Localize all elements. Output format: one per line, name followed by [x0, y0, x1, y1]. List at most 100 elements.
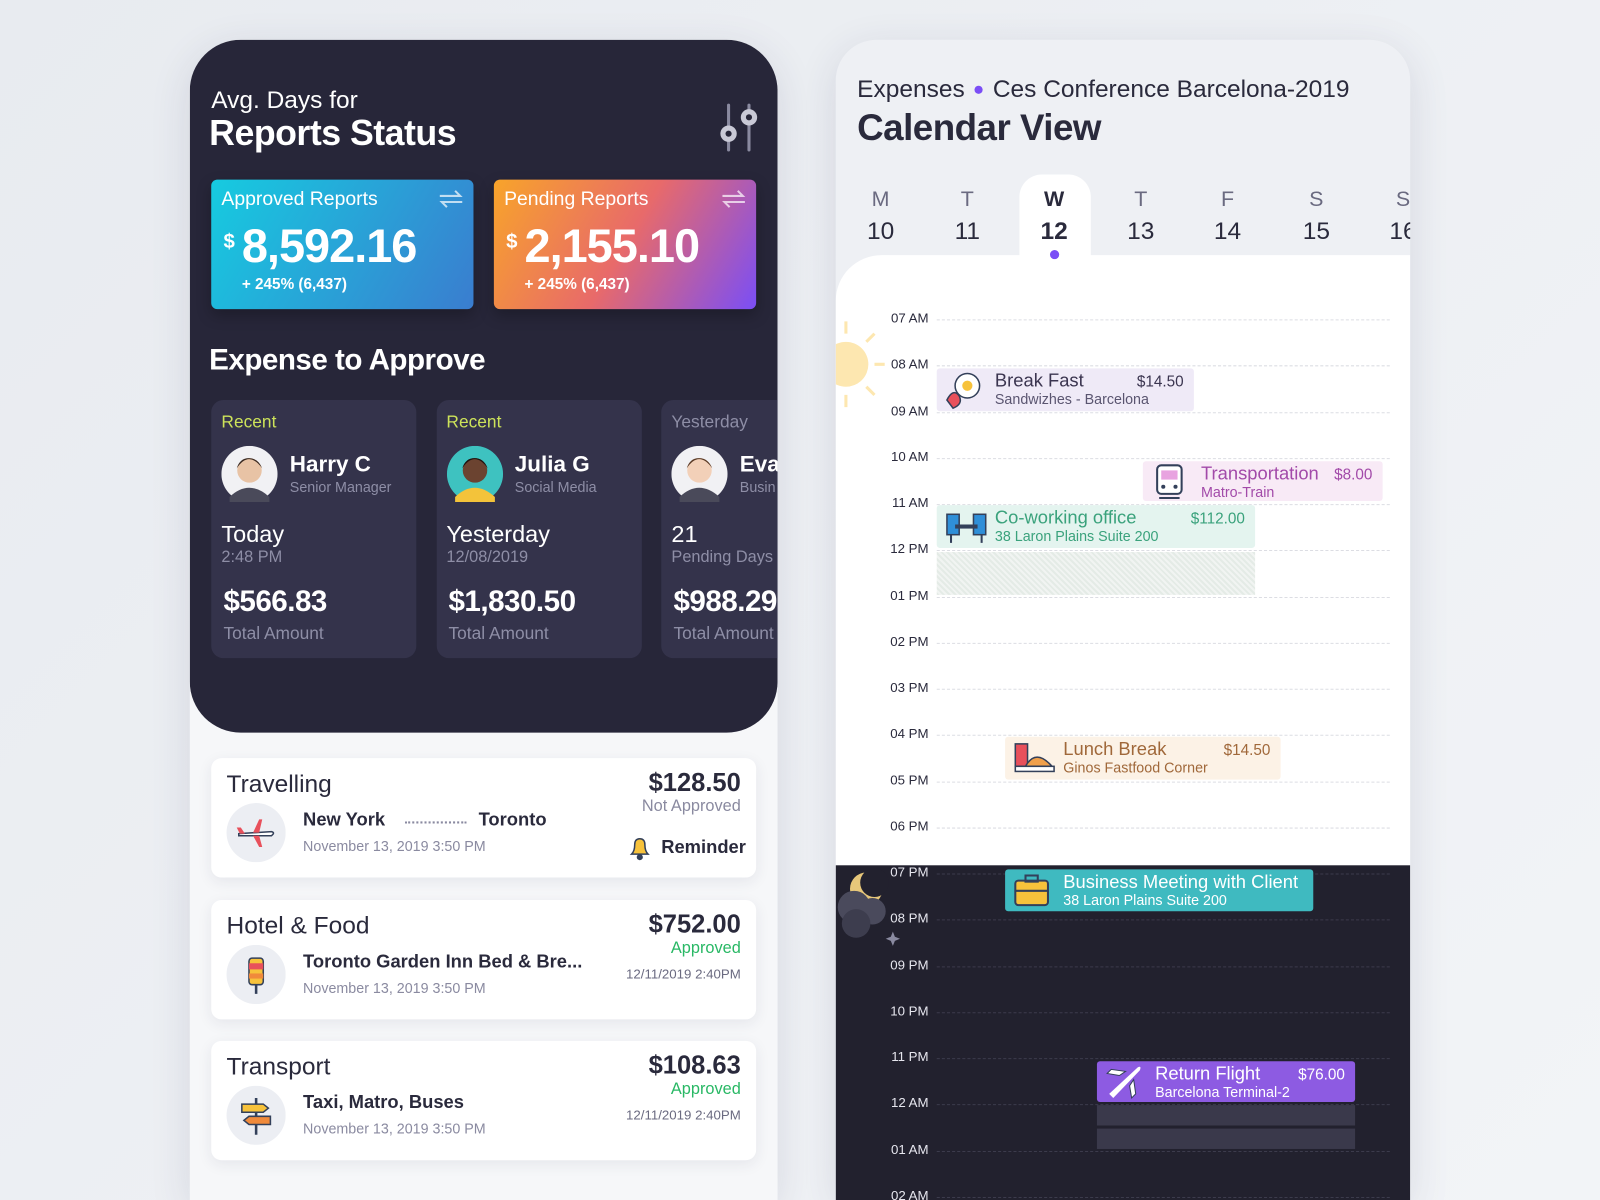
- summary-label: Pending Reports: [504, 188, 649, 211]
- approval-detail: 2:48 PM: [221, 548, 283, 567]
- day-date[interactable]: 12: [1040, 217, 1068, 245]
- approval-role: Senior Manager: [289, 478, 392, 495]
- expense-status-date: 12/11/2019 2:40PM: [626, 965, 741, 982]
- hour-line: [936, 1104, 1390, 1106]
- event-icon: [1011, 738, 1058, 779]
- expense-category: Transport: [226, 1053, 331, 1081]
- hour-line: [936, 1196, 1390, 1198]
- event-title: Return Flight: [1155, 1063, 1261, 1084]
- hour-line: [936, 365, 1390, 367]
- summary-amount: 2,155.10: [524, 219, 700, 273]
- avatar: [446, 445, 503, 503]
- approval-amount-label: Total Amount: [448, 623, 549, 643]
- event-icon: [1103, 1061, 1150, 1102]
- expense-card[interactable]: Transport Taxi, Matro, Buses November 13, …: [211, 1040, 757, 1161]
- hour-label: 11 AM: [891, 494, 929, 511]
- approval-card[interactable]: Recent Julia G Social Media Yesterday 12/08/…: [436, 399, 642, 659]
- event-subtitle: Sandwizhes - Barcelona: [994, 390, 1149, 408]
- calendar-event[interactable]: Business Meeting with Client 38 Laron Pla…: [1005, 869, 1314, 912]
- event-subtitle: Ginos Fastfood Corner: [1063, 759, 1208, 776]
- hour-label: 12 PM: [890, 541, 929, 557]
- approval-when: 21: [671, 520, 698, 547]
- summary-label: Approved Reports: [221, 188, 378, 211]
- day-letter[interactable]: T: [960, 187, 974, 212]
- calendar-event[interactable]: Break Fast Sandwizhes - Barcelona $14.50: [936, 368, 1194, 412]
- event-name: Ces Conference Barcelona-2019: [992, 75, 1350, 104]
- hour-label: 10 AM: [890, 448, 929, 465]
- calendar-event[interactable]: Co-working office 38 Laron Plains Suite 2…: [936, 505, 1256, 548]
- expense-status: Not Approved: [641, 797, 741, 816]
- event-icon: [943, 506, 990, 547]
- expense-amount: $752.00: [648, 909, 741, 939]
- bell-icon: [626, 834, 655, 863]
- hour-line: [936, 827, 1390, 829]
- day-date[interactable]: 11: [954, 217, 981, 245]
- day-date[interactable]: 15: [1302, 217, 1330, 245]
- hour-label: 12 AM: [890, 1095, 929, 1111]
- day-letter[interactable]: T: [1134, 187, 1148, 212]
- calendar-event[interactable]: Lunch Break Ginos Fastfood Corner $14.50: [1005, 736, 1281, 780]
- summary-amount: 8,592.16: [241, 219, 418, 273]
- day-letter[interactable]: S: [1309, 187, 1324, 212]
- hour-label: 08 PM: [890, 910, 929, 926]
- reminder-button[interactable]: Reminder: [661, 836, 746, 858]
- route-dots: [405, 811, 467, 824]
- calendar-title: Calendar View: [857, 106, 1101, 148]
- hour-label: 09 AM: [890, 402, 929, 418]
- calendar-event[interactable]: Transportation Matro-Train $8.00: [1142, 461, 1383, 502]
- event-title: Business Meeting with Client: [1063, 871, 1299, 892]
- hour-line: [936, 457, 1390, 459]
- selected-day-dot: [1049, 249, 1060, 260]
- hour-line: [936, 734, 1390, 736]
- summary-currency: $: [506, 230, 518, 254]
- day-date[interactable]: 13: [1127, 217, 1155, 245]
- hour-line: [936, 1150, 1390, 1152]
- approval-amount-label: Total Amount: [673, 623, 774, 643]
- day-date[interactable]: 10: [866, 217, 895, 245]
- moon-icon: [836, 866, 907, 948]
- approval-detail: Pending Days: [671, 548, 774, 567]
- event-subtitle: 38 Laron Plains Suite 200: [994, 527, 1159, 544]
- expense-amount: $128.50: [648, 768, 741, 797]
- summary-change: + 245% (6,437): [241, 275, 347, 293]
- approval-tag: Recent: [221, 412, 277, 432]
- event-amount: $14.50: [1136, 373, 1184, 391]
- hour-line: [936, 319, 1390, 321]
- expense-card[interactable]: Hotel & Food Toronto Garden Inn Bed & Bre…: [211, 899, 757, 1019]
- breadcrumb: Expenses: [857, 75, 965, 104]
- hour-line: [936, 550, 1390, 552]
- day-letter[interactable]: F: [1220, 187, 1235, 212]
- hour-line: [936, 411, 1390, 413]
- avatar: [671, 445, 728, 503]
- expense-category: Hotel & Food: [226, 911, 370, 940]
- hour-line: [936, 642, 1390, 644]
- hour-label: 05 PM: [890, 771, 929, 788]
- calendar-event[interactable]: Return Flight Barcelona Terminal-2 $76.00: [1096, 1061, 1356, 1103]
- hour-line: [936, 1011, 1390, 1014]
- event-amount: $112.00: [1190, 510, 1245, 528]
- expense-status: Approved: [670, 1080, 741, 1098]
- approval-card[interactable]: Yesterday Eva Busin 21 Pending Days $988.29 To…: [661, 399, 778, 659]
- summary-change: + 245% (6,437): [524, 275, 630, 293]
- day-letter[interactable]: M: [871, 187, 890, 212]
- day-letter[interactable]: S: [1395, 187, 1411, 212]
- header-title: Reports Status: [209, 113, 457, 154]
- hour-line: [936, 781, 1390, 783]
- approval-amount: $988.29: [673, 585, 777, 619]
- event-title: Lunch Break: [1063, 738, 1167, 760]
- summary-card: Approved Reports $8,592.16 + 245% (6,437): [211, 179, 474, 310]
- approval-tag: Yesterday: [671, 412, 748, 432]
- expense-card[interactable]: Travelling New York Toronto November 13, 20…: [211, 758, 757, 878]
- day-letter[interactable]: W: [1043, 187, 1065, 212]
- hour-line: [936, 919, 1390, 921]
- hour-label: 02 PM: [890, 633, 929, 649]
- hour-label: 10 PM: [890, 1002, 929, 1019]
- hour-label: 04 PM: [890, 725, 929, 742]
- busy-block: [1096, 1105, 1356, 1126]
- day-date[interactable]: 16: [1389, 217, 1410, 245]
- approval-card[interactable]: Recent Harry C Senior Manager Today 2:48 PM $…: [211, 399, 417, 659]
- day-date[interactable]: 14: [1213, 217, 1242, 245]
- approval-when: Today: [221, 520, 285, 547]
- approval-role: Busin: [739, 478, 776, 495]
